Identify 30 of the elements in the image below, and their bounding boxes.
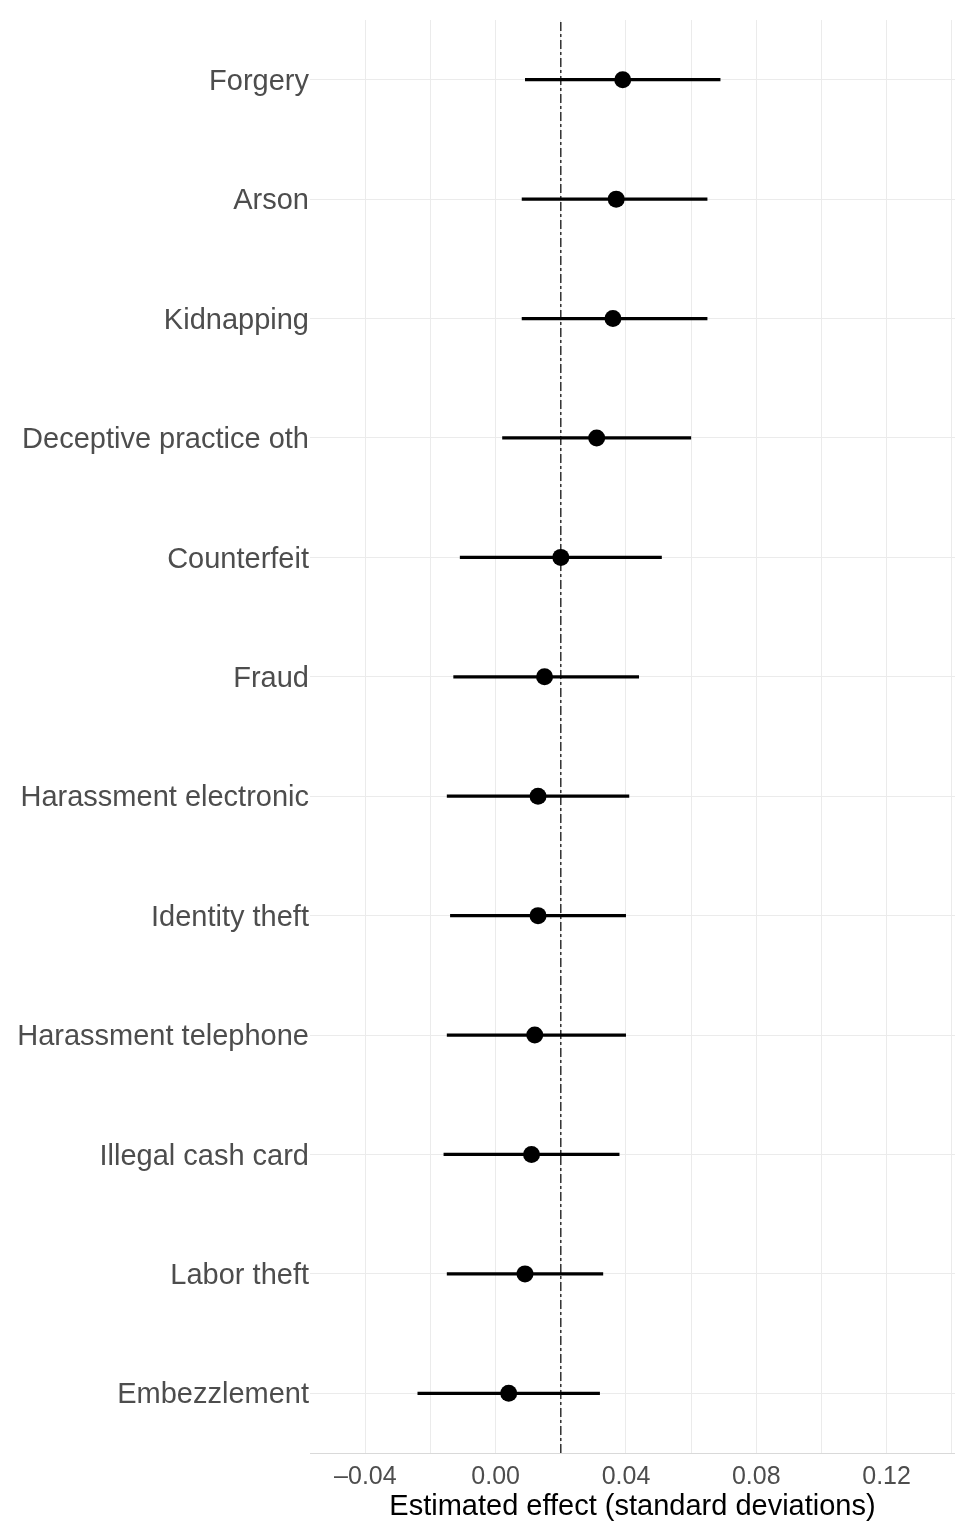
y-tick-label: Identity theft — [151, 899, 309, 932]
x-tick-label: 0.00 — [471, 1461, 521, 1489]
x-tick-label: 0.08 — [731, 1461, 781, 1489]
point — [523, 1145, 541, 1163]
y-tick-label: Deceptive practice oth — [22, 422, 309, 455]
y-tick-label: Forgery — [209, 63, 310, 96]
point — [588, 429, 606, 447]
point — [614, 71, 632, 89]
x-tick-label: 0.04 — [601, 1461, 651, 1489]
y-tick-label: Labor theft — [170, 1258, 309, 1291]
point — [500, 1384, 518, 1402]
y-tick-label: Counterfeit — [167, 541, 309, 574]
point — [607, 190, 625, 208]
y-tick-label: Harassment telephone — [17, 1019, 309, 1052]
y-tick-label: Kidnapping — [163, 302, 309, 335]
y-tick-label: Harassment electronic — [20, 780, 309, 813]
x-axis-title: Estimated effect (standard deviations) — [389, 1489, 876, 1521]
y-tick-label: Fraud — [233, 660, 309, 693]
point — [552, 548, 570, 566]
point — [529, 907, 547, 925]
y-tick-label: Illegal cash card — [99, 1138, 309, 1171]
point — [529, 787, 547, 805]
point — [536, 668, 554, 686]
x-tick-label: 0.12 — [862, 1461, 911, 1489]
y-tick-label: Arson — [233, 183, 309, 216]
point — [516, 1265, 534, 1283]
point — [604, 310, 622, 328]
y-tick-label: Embezzlement — [117, 1377, 309, 1410]
x-tick-label: –0.04 — [334, 1461, 397, 1489]
point — [526, 1026, 544, 1044]
